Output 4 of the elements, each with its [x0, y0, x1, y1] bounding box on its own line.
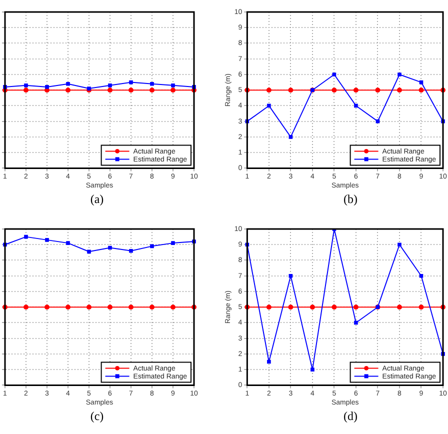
text: (c): [89, 409, 105, 424]
text: (d): [342, 409, 358, 424]
text: (a): [89, 192, 105, 207]
text: (b): [342, 192, 358, 207]
